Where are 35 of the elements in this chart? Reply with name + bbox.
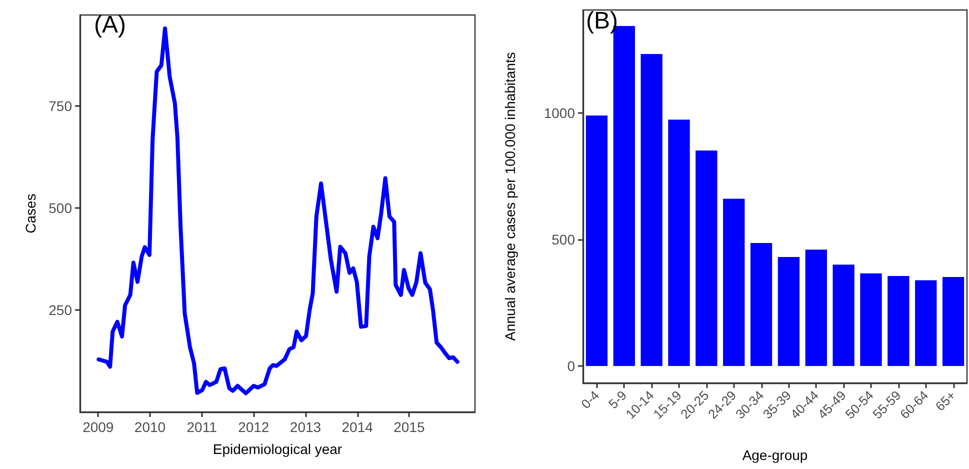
bar: [640, 54, 662, 366]
bar: [915, 280, 937, 366]
bar: [586, 116, 608, 366]
bar: [750, 243, 772, 366]
y-tick-label: 500: [552, 232, 576, 248]
x-tick-label: 65+: [932, 388, 959, 414]
y-axis-title: Annual average cases per 100.000 inhabitants: [502, 52, 518, 341]
chart-title: (B): [586, 8, 618, 34]
bar: [832, 264, 854, 366]
x-tick-label: 2013: [290, 419, 322, 435]
y-tick-label: 500: [48, 200, 72, 216]
y-tick-label: 0: [567, 358, 576, 374]
x-tick-label: 5-9: [606, 388, 630, 412]
y-tick-label: 250: [48, 302, 72, 318]
y-tick-label: 1000: [544, 104, 576, 121]
bar: [696, 150, 718, 366]
bar: [723, 198, 745, 366]
x-tick-label: 2009: [82, 419, 114, 435]
x-tick-label: 2015: [394, 419, 425, 435]
x-tick-label: 2011: [186, 419, 218, 435]
y-tick-label: 750: [48, 98, 72, 114]
x-tick-label: 2012: [238, 419, 270, 435]
x-tick-label: 2014: [342, 419, 374, 435]
x-axis-title: Age-group: [742, 447, 808, 463]
chart-title: (A): [94, 12, 126, 38]
bar: [668, 120, 690, 366]
y-axis-title: Cases: [22, 194, 39, 234]
x-tick-label: 2010: [134, 419, 166, 435]
bar: [778, 256, 800, 366]
x-axis-title: Epidemiological year: [212, 441, 342, 457]
bar: [805, 250, 827, 366]
bar: [942, 276, 964, 366]
bar: [888, 276, 910, 366]
x-tick-label: 0-4: [578, 388, 602, 412]
bar: [860, 273, 882, 366]
